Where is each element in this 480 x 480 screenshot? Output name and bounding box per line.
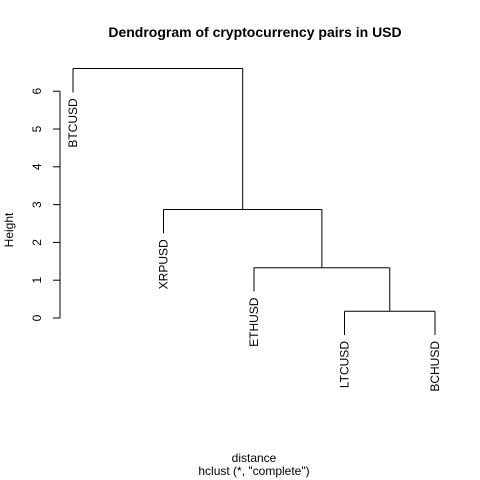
y-tick-label: 5 [30,125,44,132]
leaf-label: ETHUSD [247,297,261,347]
leaf-label: LTCUSD [338,341,352,388]
leaf-label: BTCUSD [66,98,80,148]
y-tick-label: 1 [30,277,44,284]
y-tick-label: 3 [30,201,44,208]
y-axis-label: Height [2,212,16,247]
y-tick-label: 2 [30,239,44,246]
y-tick-label: 6 [30,88,44,95]
leaf-labels: BTCUSD XRPUSD ETHUSD LTCUSD BCHUSD [66,98,442,392]
leaf-label: XRPUSD [157,239,171,289]
chart-title: Dendrogram of cryptocurrency pairs in US… [108,24,401,40]
leaf-label: BCHUSD [428,341,442,392]
y-tick-label: 4 [30,163,44,170]
y-axis: 0 1 2 3 4 5 6 [30,88,61,321]
x-axis-label: distance [232,451,277,465]
dendrogram-tree [72,68,436,336]
y-tick-label: 0 [30,314,44,321]
method-label: hclust (*, "complete") [198,464,309,478]
